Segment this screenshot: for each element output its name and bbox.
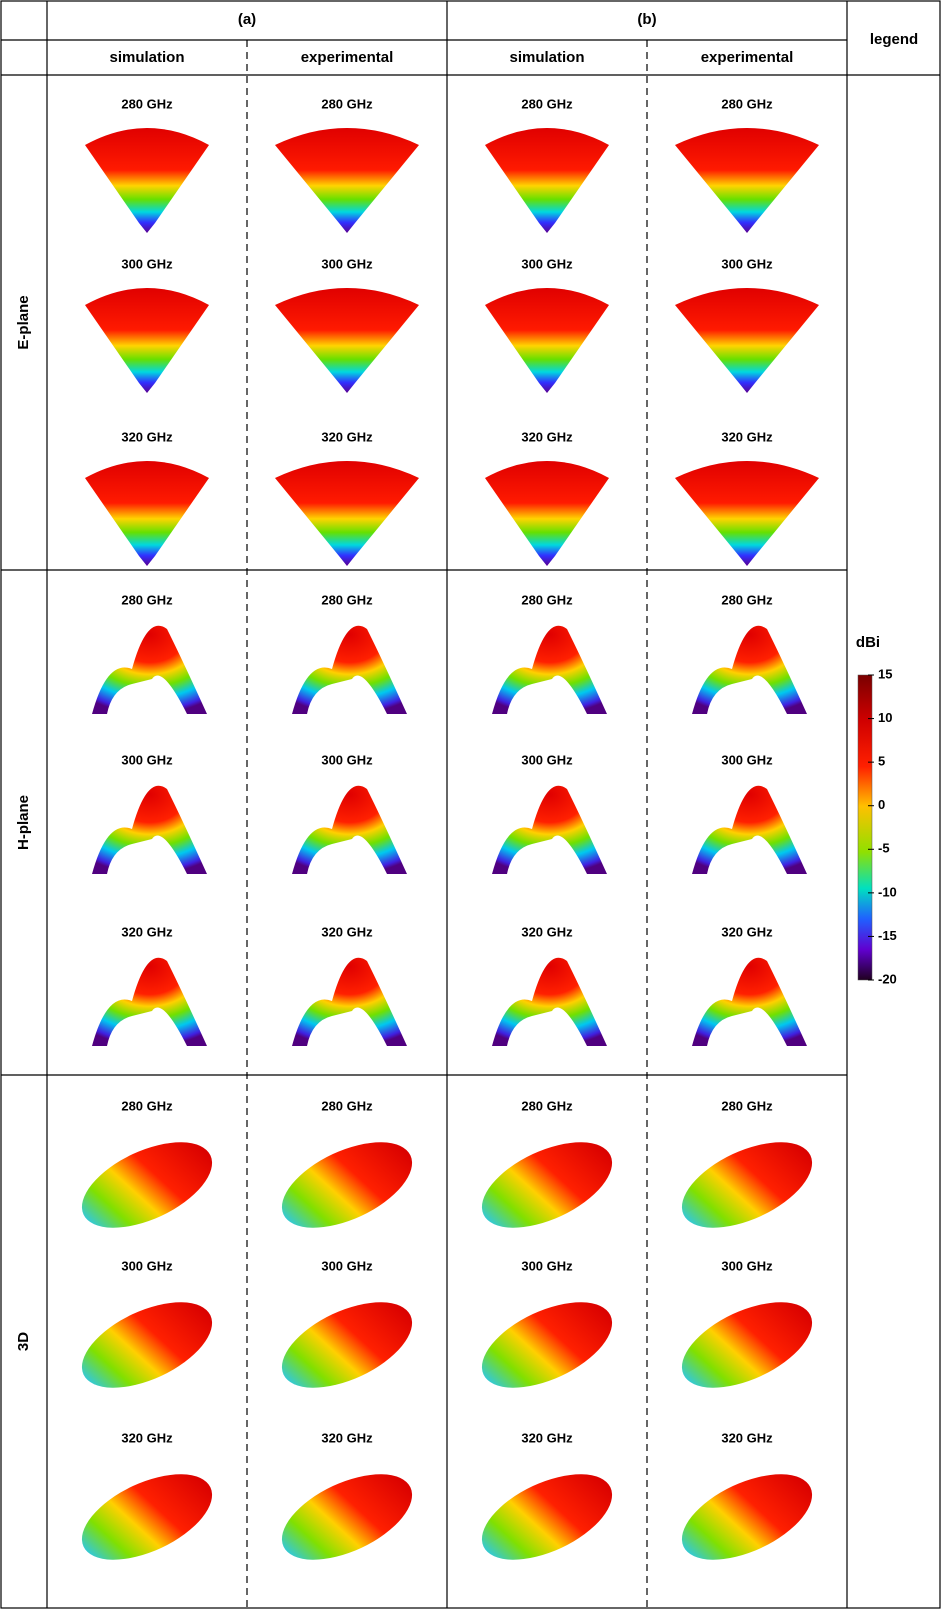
- radiation-pattern: [85, 128, 209, 233]
- frequency-label: 280 GHz: [721, 1098, 773, 1113]
- radiation-pattern: [85, 461, 209, 566]
- frequency-label: 320 GHz: [721, 924, 773, 939]
- colorbar-tick-label: -10: [878, 884, 897, 899]
- radiation-pattern: [492, 786, 607, 874]
- colorbar-tick-label: 0: [878, 797, 885, 812]
- radiation-pattern: [492, 626, 607, 714]
- group-header: (a): [238, 11, 256, 28]
- radiation-pattern: [692, 786, 807, 874]
- column-header: simulation: [509, 49, 584, 66]
- radiation-pattern: [69, 1457, 225, 1578]
- frequency-label: 300 GHz: [721, 752, 773, 767]
- colorbar-tick-label: 10: [878, 710, 892, 725]
- frequency-label: 300 GHz: [321, 1258, 373, 1273]
- radiation-pattern: [275, 128, 419, 233]
- frequency-label: 280 GHz: [321, 1098, 373, 1113]
- legend-header: legend: [870, 31, 918, 48]
- frequency-label: 320 GHz: [521, 429, 573, 444]
- frequency-label: 320 GHz: [321, 429, 373, 444]
- frequency-label: 300 GHz: [321, 256, 373, 271]
- frequency-label: 300 GHz: [521, 1258, 573, 1273]
- radiation-pattern: [92, 958, 207, 1046]
- frequency-label: 320 GHz: [721, 1430, 773, 1445]
- radiation-pattern: [292, 786, 407, 874]
- row-label: H-plane: [15, 795, 32, 850]
- radiation-pattern: [292, 958, 407, 1046]
- frequency-label: 300 GHz: [721, 1258, 773, 1273]
- frequency-label: 300 GHz: [521, 752, 573, 767]
- radiation-pattern: [675, 128, 819, 233]
- radiation-pattern: [669, 1285, 825, 1406]
- radiation-pattern: [275, 288, 419, 393]
- colorbar: [858, 675, 872, 980]
- frequency-label: 320 GHz: [121, 429, 173, 444]
- column-header: experimental: [701, 49, 794, 66]
- figure-table: (a) (b) legend simulation experimental s…: [0, 0, 941, 1609]
- frequency-label: 300 GHz: [121, 1258, 173, 1273]
- colorbar-tick-label: -5: [878, 841, 890, 856]
- radiation-pattern: [485, 461, 609, 566]
- radiation-pattern: [269, 1125, 425, 1246]
- radiation-pattern: [69, 1285, 225, 1406]
- radiation-pattern: [85, 288, 209, 393]
- frequency-label: 280 GHz: [321, 592, 373, 607]
- column-header: simulation: [109, 49, 184, 66]
- group-header: (b): [637, 11, 656, 28]
- radiation-pattern: [692, 958, 807, 1046]
- frequency-label: 320 GHz: [121, 1430, 173, 1445]
- radiation-pattern: [92, 626, 207, 714]
- radiation-pattern: [675, 288, 819, 393]
- frequency-label: 280 GHz: [121, 592, 173, 607]
- radiation-pattern: [669, 1457, 825, 1578]
- frequency-label: 320 GHz: [521, 924, 573, 939]
- radiation-pattern: [469, 1285, 625, 1406]
- radiation-pattern: [92, 786, 207, 874]
- frequency-label: 280 GHz: [721, 96, 773, 111]
- radiation-pattern: [469, 1125, 625, 1246]
- frequency-label: 280 GHz: [521, 96, 573, 111]
- radiation-pattern: [669, 1125, 825, 1246]
- radiation-pattern: [492, 958, 607, 1046]
- frequency-label: 280 GHz: [121, 1098, 173, 1113]
- colorbar-tick-label: -15: [878, 928, 897, 943]
- frequency-label: 280 GHz: [121, 96, 173, 111]
- colorbar-tick-label: 5: [878, 754, 885, 769]
- radiation-pattern: [692, 626, 807, 714]
- frequency-label: 300 GHz: [521, 256, 573, 271]
- frequency-label: 300 GHz: [721, 256, 773, 271]
- colorbar-tick-label: -20: [878, 971, 897, 986]
- row-label: 3D: [15, 1332, 32, 1351]
- frequency-label: 300 GHz: [321, 752, 373, 767]
- frequency-label: 320 GHz: [121, 924, 173, 939]
- row-label: E-plane: [15, 295, 32, 349]
- radiation-pattern: [485, 288, 609, 393]
- radiation-pattern: [275, 461, 419, 566]
- radiation-pattern: [292, 626, 407, 714]
- radiation-pattern: [269, 1457, 425, 1578]
- frequency-label: 320 GHz: [721, 429, 773, 444]
- radiation-pattern: [469, 1457, 625, 1578]
- column-header: experimental: [301, 49, 394, 66]
- frequency-label: 320 GHz: [321, 924, 373, 939]
- radiation-pattern: [485, 128, 609, 233]
- radiation-pattern: [269, 1285, 425, 1406]
- colorbar-unit: dBi: [856, 634, 880, 651]
- frequency-label: 280 GHz: [521, 592, 573, 607]
- colorbar-tick-label: 15: [878, 666, 892, 681]
- frequency-label: 300 GHz: [121, 256, 173, 271]
- frequency-label: 280 GHz: [321, 96, 373, 111]
- radiation-pattern: [69, 1125, 225, 1246]
- frequency-label: 320 GHz: [321, 1430, 373, 1445]
- frequency-label: 300 GHz: [121, 752, 173, 767]
- frequency-label: 280 GHz: [721, 592, 773, 607]
- radiation-pattern: [675, 461, 819, 566]
- frequency-label: 320 GHz: [521, 1430, 573, 1445]
- frequency-label: 280 GHz: [521, 1098, 573, 1113]
